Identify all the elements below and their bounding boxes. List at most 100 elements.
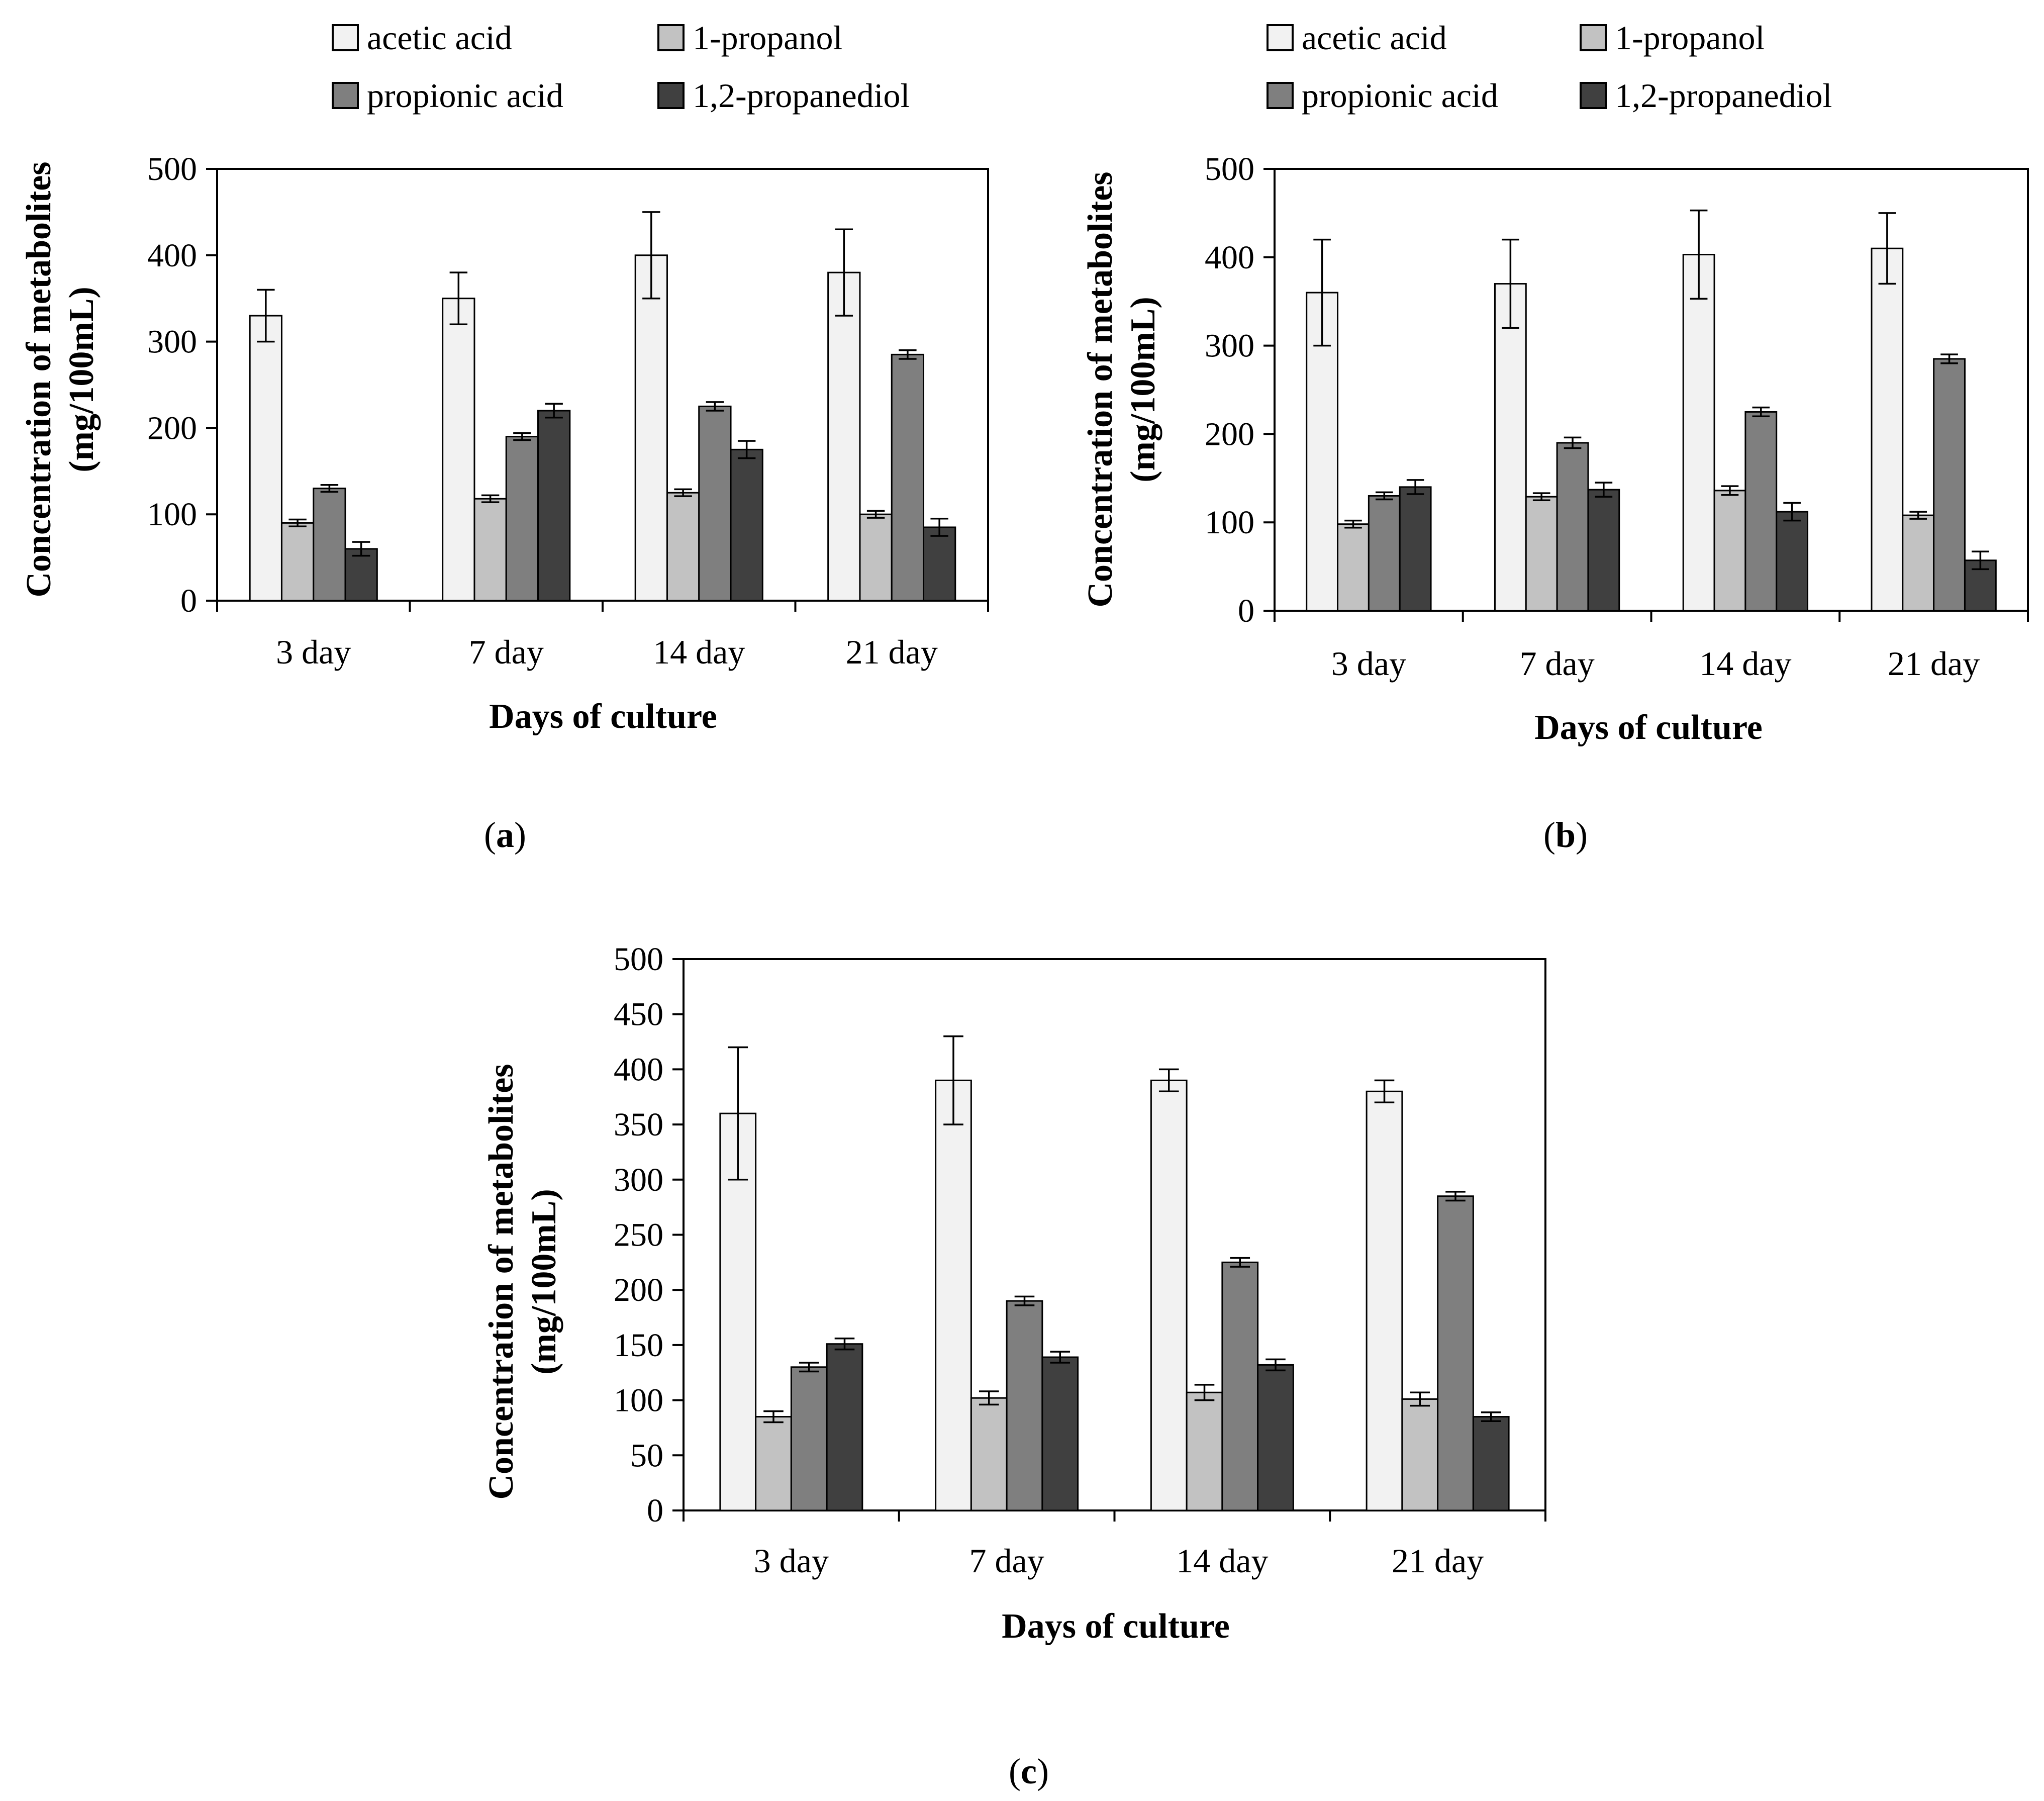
error-bar xyxy=(1410,1391,1430,1407)
error-bar xyxy=(1481,1411,1501,1423)
legend-item-1-propanol: 1-propanol xyxy=(1580,19,1765,57)
x-tick-label: 21 day xyxy=(1392,1542,1484,1580)
error-bar xyxy=(1878,212,1896,285)
bar-acetic-acid-7-day xyxy=(442,298,475,602)
error-bar xyxy=(674,488,692,497)
plot-area-panel-c: 0 50 100 150 200 250 300 350 400 450 500 3 day 7 day… xyxy=(614,941,1546,1580)
bar-propionic-acid-21-day xyxy=(1437,1195,1474,1511)
bar-acetic-acid-21-day xyxy=(1366,1090,1403,1511)
chart-panel-a: acetic acid 1-propanol propionic acid 1,2-p… xyxy=(20,19,989,855)
bar-acetic-acid-21-day xyxy=(1871,247,1904,612)
error-bar xyxy=(513,432,531,441)
y-axis-title-line2-panel-c: (mg/100mL) xyxy=(525,1189,563,1374)
error-bar xyxy=(1502,238,1519,329)
legend-label: 1,2-propanediol xyxy=(1615,76,1832,115)
y-tick-label: 400 xyxy=(1205,239,1254,276)
error-bar xyxy=(706,401,724,412)
legend-label: propionic acid xyxy=(1302,76,1498,115)
bar-propionic-acid-3-day xyxy=(790,1366,828,1511)
legend-item-propionic-acid: propionic acid xyxy=(332,76,563,115)
error-bar xyxy=(1375,491,1393,501)
error-bar xyxy=(899,349,917,360)
panel-label-c: (c) xyxy=(1009,1751,1049,1791)
bar-1-propanol-3-day xyxy=(280,522,315,602)
x-tick-label: 14 day xyxy=(1699,644,1791,683)
legend-item-1-2-propanediol: 1,2-propanediol xyxy=(1580,76,1832,115)
bar-1-propanol-21-day xyxy=(1902,514,1935,612)
x-axis-title-panel-b: Days of culture xyxy=(1534,708,1763,747)
error-bar xyxy=(1445,1191,1466,1202)
bar-1-propanol-3-day xyxy=(1337,523,1370,612)
error-bar xyxy=(1972,550,1989,571)
error-bar xyxy=(352,541,370,557)
bar-acetic-acid-7-day xyxy=(1494,283,1527,612)
error-bar xyxy=(545,403,563,419)
bar-propionic-acid-3-day xyxy=(1368,495,1401,612)
bar-1-2-propanediol-21-day xyxy=(1472,1416,1510,1511)
bar-1-propanol-7-day xyxy=(473,498,507,602)
error-bar xyxy=(1721,485,1739,496)
bar-propionic-acid-7-day xyxy=(1006,1300,1043,1511)
legend-label: acetic acid xyxy=(367,19,512,57)
legend-label: 1-propanol xyxy=(1615,19,1765,57)
x-tick-label: 3 day xyxy=(754,1542,829,1580)
error-bar xyxy=(1564,436,1582,449)
legend-label: acetic acid xyxy=(1302,19,1447,57)
legend-swatch xyxy=(332,82,359,109)
y-tick-label: 500 xyxy=(147,151,197,187)
y-tick-label: 400 xyxy=(147,237,197,274)
bar-1-2-propanediol-21-day xyxy=(923,526,956,602)
svg-text:(b): (b) xyxy=(1543,815,1588,855)
y-axis-title-line1-panel-b: Concentration of metabolites xyxy=(1081,171,1120,607)
legend-item-acetic-acid: acetic acid xyxy=(1267,19,1447,57)
bar-acetic-acid-14-day xyxy=(1150,1079,1188,1511)
error-bar xyxy=(763,1410,784,1424)
bar-1-2-propanediol-7-day xyxy=(537,410,571,602)
legend-label: 1,2-propanediol xyxy=(693,76,910,115)
bar-propionic-acid-14-day xyxy=(1744,411,1778,612)
bar-1-propanol-14-day xyxy=(666,492,700,602)
x-tick-label: 21 day xyxy=(1888,644,1980,683)
legend-swatch xyxy=(1580,24,1607,51)
legend-item-1-2-propanediol: 1,2-propanediol xyxy=(657,76,910,115)
panel-letter-c: c xyxy=(1021,1751,1037,1791)
y-tick-label: 0 xyxy=(1238,593,1254,629)
error-bar xyxy=(1940,353,1958,364)
error-bar xyxy=(642,211,660,300)
error-bar xyxy=(1374,1079,1395,1103)
y-tick-label: 150 xyxy=(614,1327,663,1364)
error-bar xyxy=(257,289,275,343)
error-bar xyxy=(1783,502,1801,522)
bar-propionic-acid-21-day xyxy=(1933,358,1966,612)
bar-propionic-acid-7-day xyxy=(1556,442,1589,612)
x-tick-label: 3 day xyxy=(1331,644,1406,683)
y-tick-label: 250 xyxy=(614,1217,663,1254)
bar-1-propanol-3-day xyxy=(755,1416,792,1511)
legend-swatch xyxy=(332,24,359,51)
chart-panel-b: acetic acid 1-propanol propionic acid 1,2-p… xyxy=(1081,19,2029,855)
y-tick-label: 500 xyxy=(614,941,663,978)
bar-1-2-propanediol-3-day xyxy=(826,1343,863,1511)
error-bar xyxy=(320,484,339,493)
error-bar xyxy=(979,1390,999,1406)
y-axis-title-line1-panel-a: Concentration of metabolites xyxy=(20,161,58,597)
error-bar xyxy=(1158,1068,1179,1093)
bar-1-propanol-21-day xyxy=(859,513,893,602)
bar-propionic-acid-21-day xyxy=(891,353,925,602)
error-bar xyxy=(737,440,756,459)
bar-1-2-propanediol-14-day xyxy=(1257,1364,1294,1511)
bar-1-2-propanediol-7-day xyxy=(1587,489,1620,612)
x-tick-label: 14 day xyxy=(1176,1542,1268,1580)
bar-propionic-acid-14-day xyxy=(1221,1261,1259,1511)
x-axis-title-panel-c: Days of culture xyxy=(1002,1607,1230,1646)
plot-area-panel-a: 0 100 200 300 400 500 3 day 7 day 14 day 21 day xyxy=(147,151,989,671)
y-tick-label: 500 xyxy=(1205,151,1254,187)
x-axis-title-panel-a: Days of culture xyxy=(489,697,717,736)
y-axis-title-line1-panel-c: Concentration of metabolites xyxy=(482,1064,521,1499)
error-bar xyxy=(1595,482,1613,498)
bar-acetic-acid-3-day xyxy=(249,315,282,602)
panel-letter-a: a xyxy=(496,815,514,855)
error-bar xyxy=(1313,238,1331,347)
bar-acetic-acid-7-day xyxy=(935,1079,972,1511)
y-tick-label: 200 xyxy=(614,1272,663,1308)
